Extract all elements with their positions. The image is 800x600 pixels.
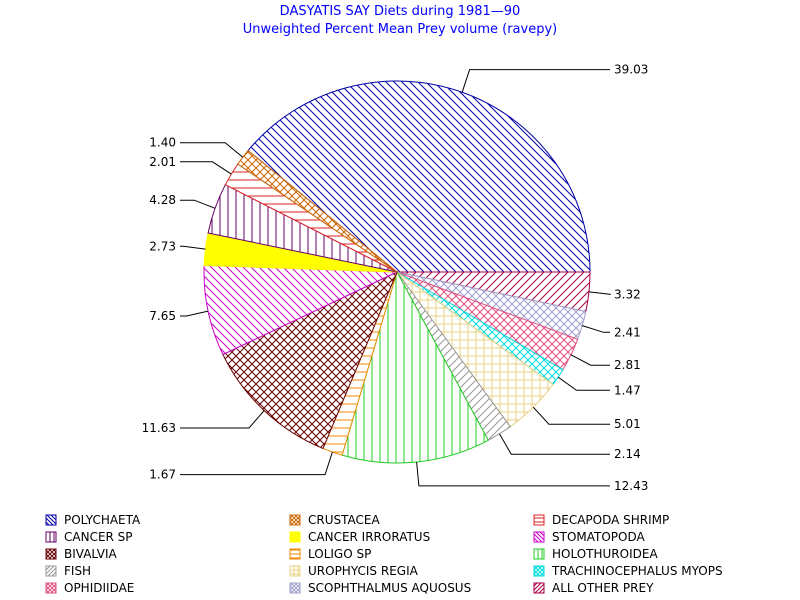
slice-label-bivalvia: 11.63	[142, 421, 176, 435]
leader-line-all-other-prey	[588, 291, 611, 295]
legend-label-ophidiidae: OPHIDIIDAE	[64, 581, 134, 595]
legend-swatch-cancer-irroratus	[289, 531, 301, 543]
legend-item-scophthalmus-aquosus: SCOPHTHALMUS AQUOSUS	[289, 581, 471, 595]
legend-label-bivalvia: BIVALVIA	[64, 547, 118, 561]
leader-line-stomatopoda	[180, 310, 209, 317]
legend-item-trachinocephalus-myops: TRACHINOCEPHALUS MYOPS	[533, 564, 723, 578]
legend-swatch-trachinocephalus-myops	[533, 565, 545, 577]
leader-line-bivalvia	[180, 410, 265, 429]
slice-label-holothuroidea: 12.43	[614, 479, 648, 493]
slice-label-polychaeta: 39.03	[614, 63, 648, 77]
slice-label-decapoda-shrimp: 2.01	[149, 155, 176, 169]
slice-label-cancer-irroratus: 2.73	[149, 239, 176, 253]
legend-swatch-cancer-sp	[45, 531, 57, 543]
slice-label-trachinocephalus-myops: 1.47	[614, 383, 641, 397]
slice-label-cancer-sp: 4.28	[149, 193, 176, 207]
leader-line-scophthalmus-aquosus	[582, 325, 610, 333]
leader-line-trachinocephalus-myops	[557, 376, 610, 391]
legend-item-decapoda-shrimp: DECAPODA SHRIMP	[533, 513, 669, 527]
legend-label-polychaeta: POLYCHAETA	[64, 513, 141, 527]
legend-item-fish: FISH	[45, 564, 91, 578]
chart-title: DASYATIS SAY Diets during 1981—90	[279, 4, 521, 19]
leader-line-polychaeta	[461, 69, 610, 93]
legend-label-stomatopoda: STOMATOPODA	[552, 530, 646, 544]
legend-label-scophthalmus-aquosus: SCOPHTHALMUS AQUOSUS	[308, 581, 471, 595]
legend-item-polychaeta: POLYCHAETA	[45, 513, 141, 527]
legend-item-cancer-irroratus: CANCER IRRORATUS	[289, 530, 430, 544]
legend-swatch-crustacea	[289, 514, 301, 526]
legend-label-cancer-irroratus: CANCER IRRORATUS	[308, 530, 430, 544]
slice-label-ophidiidae: 2.81	[614, 358, 641, 372]
legend-swatch-stomatopoda	[533, 531, 545, 543]
slice-label-fish: 2.14	[614, 447, 641, 461]
slice-label-crustacea: 1.40	[149, 136, 176, 150]
leader-line-crustacea	[180, 142, 244, 158]
legend-item-holothuroidea: HOLOTHUROIDEA	[533, 547, 658, 561]
slice-label-loligo-sp: 1.67	[149, 468, 176, 482]
legend-swatch-all-other-prey	[533, 582, 545, 594]
legend-swatch-decapoda-shrimp	[533, 514, 545, 526]
legend-swatch-loligo-sp	[289, 548, 301, 560]
chart-subtitle: Unweighted Percent Mean Prey volume (rav…	[242, 22, 558, 37]
legend-swatch-fish	[45, 565, 57, 577]
legend-label-all-other-prey: ALL OTHER PREY	[552, 581, 654, 595]
leader-line-urophycis-regia	[532, 406, 610, 425]
leader-line-fish	[499, 433, 610, 455]
pie-slice-stomatopoda	[203, 264, 398, 356]
legend-item-ophidiidae: OPHIDIIDAE	[45, 581, 134, 595]
legend-swatch-holothuroidea	[533, 548, 545, 560]
pie-slice-bivalvia	[222, 270, 398, 450]
leader-line-decapoda-shrimp	[180, 161, 232, 175]
legend-label-cancer-sp: CANCER SP	[64, 530, 133, 544]
legend-label-crustacea: CRUSTACEA	[308, 513, 380, 527]
legend-label-holothuroidea: HOLOTHUROIDEA	[552, 547, 658, 561]
legend-swatch-polychaeta	[45, 514, 57, 526]
slice-label-stomatopoda: 7.65	[149, 309, 176, 323]
leader-line-holothuroidea	[416, 461, 610, 487]
leader-line-loligo-sp	[180, 451, 333, 476]
pie-slice-polychaeta	[247, 80, 591, 273]
legend-item-urophycis-regia: UROPHYCIS REGIA	[289, 564, 419, 578]
slice-label-urophycis-regia: 5.01	[614, 417, 641, 431]
slice-label-scophthalmus-aquosus: 2.41	[614, 325, 641, 339]
legend-label-trachinocephalus-myops: TRACHINOCEPHALUS MYOPS	[551, 564, 723, 578]
legend-label-urophycis-regia: UROPHYCIS REGIA	[308, 564, 419, 578]
leader-line-cancer-irroratus	[180, 245, 206, 250]
legend-label-loligo-sp: LOLIGO SP	[308, 547, 371, 561]
leader-line-ophidiidae	[570, 354, 610, 366]
leader-line-cancer-sp	[180, 199, 216, 209]
slice-label-all-other-prey: 3.32	[614, 287, 641, 301]
legend-label-decapoda-shrimp: DECAPODA SHRIMP	[552, 513, 669, 527]
legend-item-loligo-sp: LOLIGO SP	[289, 547, 371, 561]
legend-item-cancer-sp: CANCER SP	[45, 530, 133, 544]
legend-swatch-urophycis-regia	[289, 565, 301, 577]
legend-label-fish: FISH	[64, 564, 91, 578]
legend-item-all-other-prey: ALL OTHER PREY	[533, 581, 654, 595]
legend-item-bivalvia: BIVALVIA	[45, 547, 118, 561]
legend-swatch-ophidiidae	[45, 582, 57, 594]
legend-swatch-scophthalmus-aquosus	[289, 582, 301, 594]
legend-item-stomatopoda: STOMATOPODA	[533, 530, 646, 544]
legend-item-crustacea: CRUSTACEA	[289, 513, 380, 527]
legend-swatch-bivalvia	[45, 548, 57, 560]
